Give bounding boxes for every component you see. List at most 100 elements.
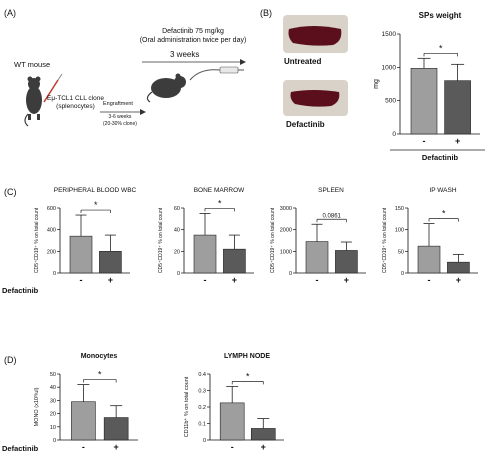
chart-title: PERIPHERAL BLOOD WBC [54, 187, 137, 194]
y-tick-label: 400 [47, 228, 56, 234]
panel-letter-d: (D) [4, 355, 17, 365]
category-label: - [423, 136, 426, 146]
y-axis-label: CD5⁺CD19⁺ % on total count [270, 207, 276, 273]
category-label: + [114, 442, 119, 452]
significance-label: * [98, 370, 102, 380]
y-tick-label: 100 [395, 228, 404, 234]
treatment-line-2: (Oral administration twice per day) [139, 37, 247, 44]
y-tick-label: 50 [50, 372, 56, 378]
bar [305, 241, 329, 274]
clone-label-line-2: (splenocytes) [56, 103, 95, 110]
engraftment-time-line-2: (20-30% clone) [103, 121, 137, 127]
group-label-c: Defactinib [2, 286, 39, 295]
y-axis-label: MONO (x10³/ul) [34, 387, 40, 426]
bar [219, 402, 245, 441]
y-tick-label: 40 [174, 228, 180, 234]
mouse-icon [146, 73, 186, 103]
panel-a-illustration [24, 73, 146, 127]
category-label: + [455, 136, 460, 146]
panel-letter-b: (B) [260, 8, 272, 18]
chart-ip-wash: IP WASH 0 50 100 150 CD5⁺CD19⁺ % on total cou… [382, 187, 478, 285]
chart-title: SPs weight [419, 11, 462, 20]
y-axis-label: CD5⁺CD19⁺ % on total count [158, 207, 164, 273]
mouse-icon [24, 76, 42, 127]
category-label: - [231, 442, 234, 452]
engraftment-label: Engraftment [103, 101, 133, 107]
chart-title: SPLEEN [318, 187, 344, 194]
treatment-label: Defactinib 75 mg/kg (Oral administration… [128, 27, 258, 45]
category-label: + [232, 275, 237, 285]
chart-title: IP WASH [429, 187, 456, 194]
significance-label: 0.0861 [323, 213, 342, 219]
treatment-line-1: Defactinib 75 mg/kg [162, 28, 224, 35]
bar [103, 417, 129, 441]
y-tick-label: 0 [289, 271, 292, 277]
y-tick-label: 0.1 [198, 422, 206, 428]
significance-label: * [218, 198, 222, 208]
y-tick-label: 0 [392, 131, 396, 138]
y-tick-label: 1000 [382, 64, 397, 71]
y-tick-label: 3000 [280, 206, 292, 212]
category-label: + [456, 275, 461, 285]
y-tick-label: 10 [50, 425, 56, 431]
category-label: - [82, 442, 85, 452]
bar [447, 261, 470, 274]
chart-title: BONE MARROW [194, 187, 245, 194]
chart-peripheral-blood: PERIPHERAL BLOOD WBC 0 200 400 600 CD5⁺CD19⁺ … [34, 187, 137, 285]
bar [417, 245, 441, 274]
clone-label: Eμ-TCL1 CLL clone (splenocytes) [47, 95, 104, 111]
chart-sps-weight: SPs weight 0 500 1000 1500 mg - + * Defactinib [373, 11, 485, 162]
y-tick-label: 0 [401, 271, 404, 277]
category-label: + [344, 275, 349, 285]
category-label: - [204, 275, 207, 285]
clone-label-line-1: Eμ-TCL1 CLL clone [47, 95, 104, 102]
y-tick-label: 0.2 [198, 405, 206, 411]
bar [71, 401, 96, 441]
bar [335, 250, 358, 274]
engraftment-time: 3-6 weeks (20-30% clone) [103, 114, 137, 128]
bar [223, 248, 246, 274]
y-tick-label: 0 [53, 438, 56, 444]
y-tick-label: 2000 [280, 228, 292, 234]
y-tick-label: 500 [385, 98, 396, 105]
y-tick-label: 0 [53, 271, 56, 277]
y-tick-label: 0 [203, 438, 206, 444]
y-tick-label: 200 [47, 249, 56, 255]
chart-monocytes: Monocytes 0 10 20 30 40 50 MONO (x10³/ul) - + * [34, 353, 138, 452]
photo-label-defactinib: Defactinib [286, 120, 325, 129]
panel-letter-c: (C) [4, 187, 17, 197]
bar [444, 80, 471, 135]
category-label: - [80, 275, 83, 285]
y-axis-label: CD5⁺CD19⁺ % on total count [382, 207, 388, 273]
bar [250, 428, 276, 441]
y-tick-label: 20 [174, 249, 180, 255]
category-label: + [108, 275, 113, 285]
significance-label: * [442, 209, 446, 219]
significance-label: * [94, 200, 98, 210]
engraftment-time-line-1: 3-6 weeks [108, 114, 132, 120]
category-label: - [316, 275, 319, 285]
chart-lymph-node: LYMPH NODE 0 0.1 0.2 0.3 0.4 CD11b⁺ % on total… [183, 353, 284, 452]
y-axis-label: CD11b⁺ % on total count [183, 376, 190, 437]
y-tick-label: 1000 [280, 249, 292, 255]
bar [410, 68, 438, 135]
y-tick-label: 40 [50, 385, 56, 391]
wt-mouse-label: WT mouse [14, 60, 51, 69]
y-tick-label: 0.3 [198, 389, 206, 395]
panel-letter-a: (A) [4, 8, 16, 18]
chart-title: LYMPH NODE [224, 353, 270, 360]
chart-bone-marrow: BONE MARROW 0 20 40 60 CD5⁺CD19⁺ % on total c… [158, 187, 254, 285]
chart-spleen: SPLEEN 0 1000 2000 3000 CD5⁺CD19⁺ % on total … [270, 187, 366, 285]
y-axis-label: mg [373, 79, 380, 89]
spleen-photo-defactinib [283, 80, 348, 116]
y-tick-label: 20 [50, 412, 56, 418]
y-tick-label: 50 [398, 249, 404, 255]
bar [69, 235, 93, 274]
chart-title: Monocytes [81, 353, 118, 360]
spleen-photo-untreated [283, 15, 348, 53]
gavage-icon [189, 66, 244, 81]
group-label: Defactinib [422, 153, 459, 162]
group-label-d: Defactinib [2, 444, 39, 453]
duration-label: 3 weeks [170, 50, 200, 59]
y-tick-label: 600 [47, 206, 56, 212]
